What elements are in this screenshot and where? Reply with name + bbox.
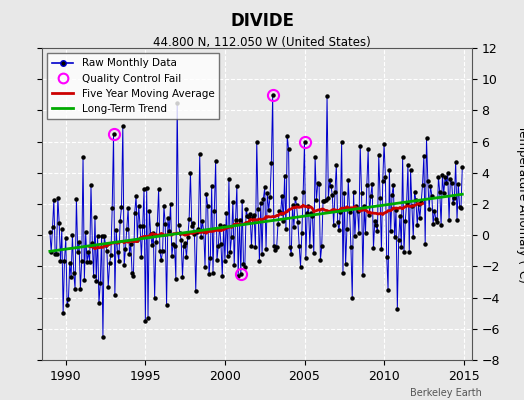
Text: 44.800 N, 112.050 W (United States): 44.800 N, 112.050 W (United States) xyxy=(153,36,371,49)
Y-axis label: Temperature Anomaly (°C): Temperature Anomaly (°C) xyxy=(517,125,524,283)
Text: Berkeley Earth: Berkeley Earth xyxy=(410,388,482,398)
Legend: Raw Monthly Data, Quality Control Fail, Five Year Moving Average, Long-Term Tren: Raw Monthly Data, Quality Control Fail, … xyxy=(47,53,220,119)
Text: DIVIDE: DIVIDE xyxy=(230,12,294,30)
